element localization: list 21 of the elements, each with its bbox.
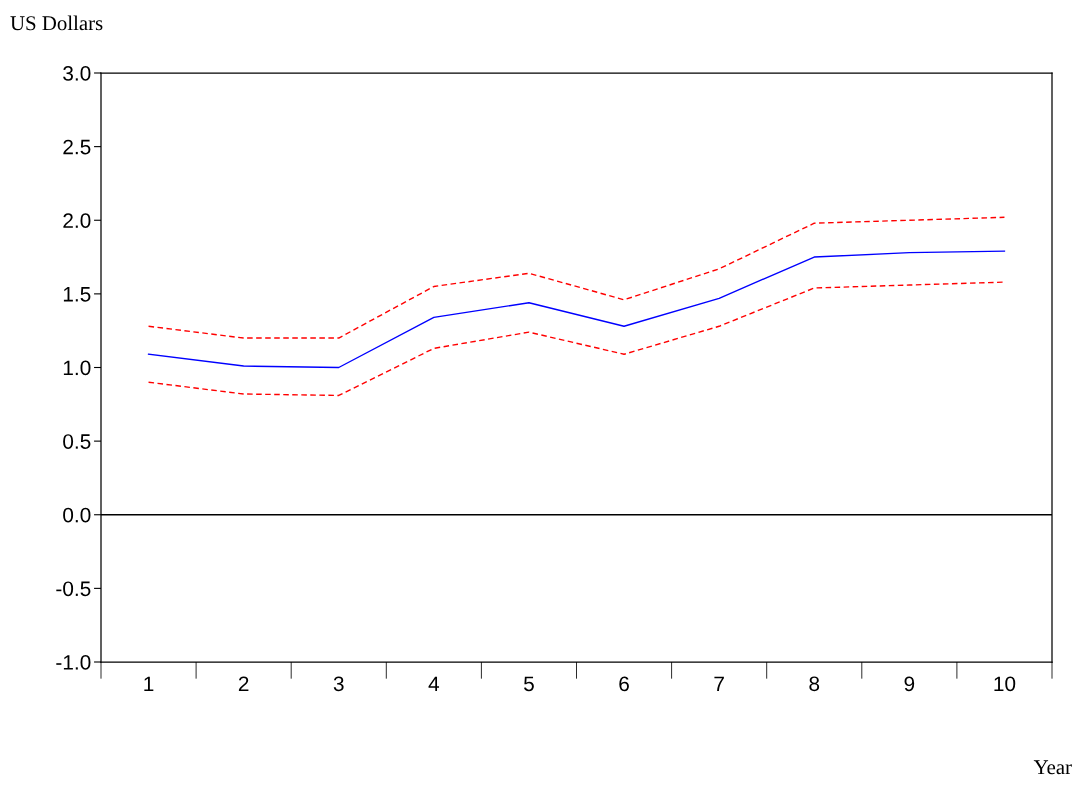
- x-tick-label: 3: [333, 676, 344, 692]
- x-tick-label: 7: [714, 676, 724, 691]
- x-tick-label: 10: [994, 676, 1016, 692]
- y-tick-label: 2.5: [63, 139, 91, 155]
- y-tick-label: 0.0: [63, 507, 91, 523]
- x-tick-label: 1: [144, 676, 154, 691]
- x-tick-label: 4: [428, 676, 440, 691]
- y-tick-label: 3.0: [63, 66, 91, 81]
- x-tick-label: 6: [619, 676, 629, 692]
- y-axis-title: US Dollars: [10, 15, 103, 31]
- x-tick-label: 8: [809, 676, 820, 692]
- x-tick-label: 5: [523, 676, 534, 692]
- x-axis-title: Year: [1033, 760, 1072, 775]
- y-tick-label: 2.0: [63, 213, 91, 228]
- x-tick-label: 2: [238, 676, 249, 691]
- y-tick-label: -1.0: [56, 655, 91, 670]
- y-tick-label: 0.5: [63, 434, 91, 449]
- y-tick-label: 1.0: [63, 360, 91, 376]
- y-tick-label: 1.5: [63, 287, 91, 302]
- x-tick-label: 9: [904, 676, 915, 692]
- y-tick-label: -0.5: [56, 581, 91, 597]
